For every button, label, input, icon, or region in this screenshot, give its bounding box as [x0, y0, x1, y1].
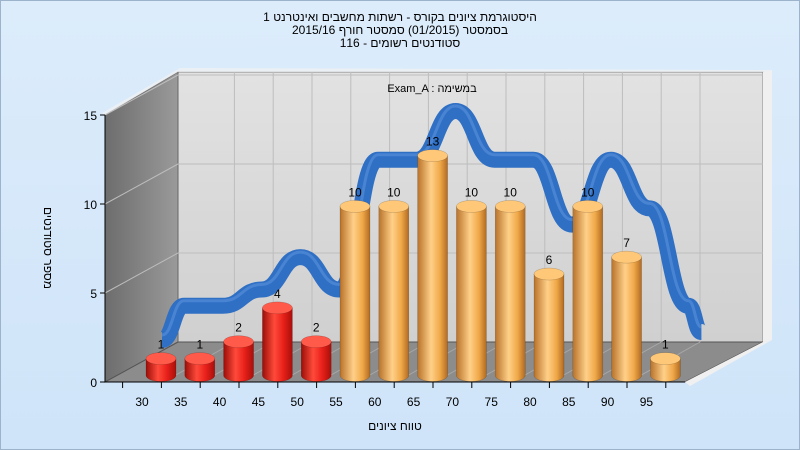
- x-tick-label: 80: [523, 395, 537, 409]
- data-label: 1: [662, 338, 669, 352]
- bars: 1 1 2 4 2 10 10 13 10 10 6 10 7 1: [145, 135, 681, 382]
- bar: [184, 352, 216, 382]
- bar: [611, 250, 642, 382]
- bar: [417, 149, 448, 382]
- bar: [456, 200, 487, 382]
- y-axis: 0 5 10 15: [84, 109, 106, 390]
- curve-ribbon: [159, 103, 707, 348]
- chart-title-line-1: היסטוגרמת ציונים בקורס - רשתות מחשבים וא…: [263, 10, 537, 24]
- bar: [223, 335, 254, 382]
- bar: [339, 200, 371, 382]
- x-tick-label: 65: [407, 395, 421, 409]
- x-tick-label: 30: [135, 395, 149, 409]
- y-tick-label: 15: [84, 109, 98, 123]
- x-axis-label: טווח ציונים: [368, 419, 422, 433]
- bar: [533, 267, 565, 382]
- data-label: 10: [387, 185, 401, 199]
- floor-edge: [685, 340, 772, 386]
- data-label: 13: [426, 135, 440, 149]
- y-tick-label: 5: [90, 287, 97, 301]
- bar: [145, 352, 177, 382]
- x-tick-label: 50: [291, 395, 305, 409]
- bar: [300, 335, 332, 382]
- chart-title-line-2: בסמסטר (01/2015) סמסטר חורף 2015/16: [291, 23, 509, 37]
- x-axis: 30 35 40 45 50 55 60 65 70 75 80 85 90 95: [105, 381, 685, 409]
- data-label: 10: [348, 185, 362, 199]
- y-tick-label: 10: [84, 198, 98, 212]
- bar: [494, 200, 526, 382]
- y-tick-label: 0: [90, 376, 97, 390]
- distribution-curve: [159, 103, 707, 348]
- x-tick-label: 45: [252, 395, 266, 409]
- x-tick-label: 60: [368, 395, 382, 409]
- chart-title-line-3: סטודנטים רשומים - 116: [339, 36, 461, 50]
- data-label: 2: [235, 321, 242, 335]
- chart-annotation: Exam_A : במשימה: [387, 83, 477, 95]
- data-label: 6: [546, 253, 553, 267]
- bar: [262, 301, 293, 382]
- y-axis-label: מספר סטודנטים: [41, 207, 55, 289]
- bar: [650, 352, 681, 382]
- x-tick-label: 95: [640, 395, 654, 409]
- data-label: 7: [623, 236, 630, 250]
- x-tick-label: 40: [213, 395, 227, 409]
- data-label: 10: [465, 185, 479, 199]
- x-tick-label: 55: [329, 395, 343, 409]
- data-label: 1: [158, 338, 165, 352]
- x-tick-label: 85: [562, 395, 576, 409]
- data-label: 1: [196, 338, 203, 352]
- data-label: 10: [581, 185, 595, 199]
- bar: [378, 200, 410, 382]
- x-tick-label: 35: [174, 395, 188, 409]
- data-label: 10: [504, 185, 518, 199]
- x-tick-label: 70: [446, 395, 460, 409]
- data-label: 2: [313, 321, 320, 335]
- data-label: 4: [274, 287, 281, 301]
- x-tick-label: 90: [601, 395, 615, 409]
- right-edge: [763, 70, 772, 342]
- x-tick-label: 75: [485, 395, 499, 409]
- bar: [572, 200, 604, 382]
